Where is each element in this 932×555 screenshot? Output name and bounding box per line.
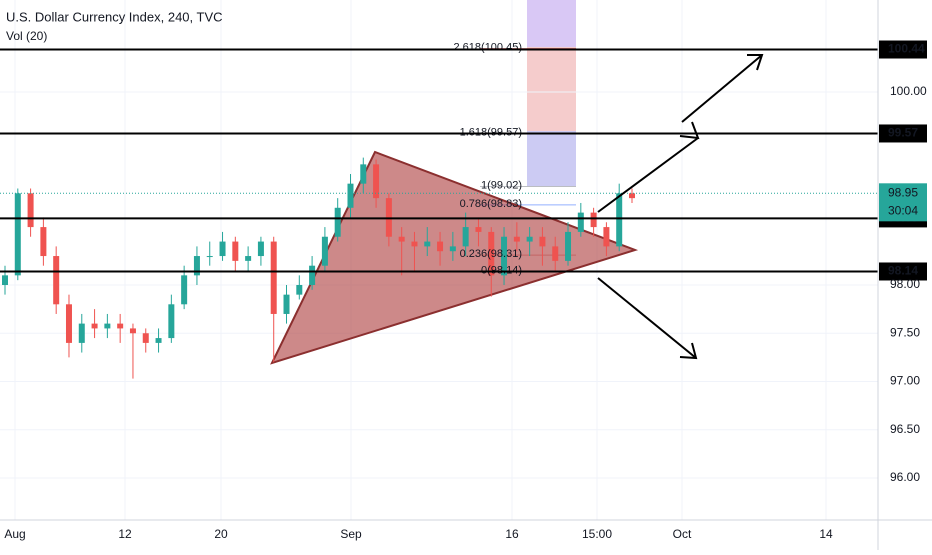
candle-body [449,246,456,252]
candle-body [14,193,21,276]
candle-body [206,256,213,258]
price-tag-label: 99.57 [888,126,918,140]
x-tick-label: 15:00 [582,527,612,541]
candle-body [526,236,533,242]
price-tag [879,124,927,143]
fib-label: 1(99.02) [481,179,522,191]
arrow-head [747,54,764,71]
candle-body [565,231,572,261]
candle-body [373,164,380,199]
y-tick-label: 97.00 [890,374,920,388]
price-tag-label: 98.14 [888,264,918,278]
candle-body [78,323,85,343]
candle-body [488,231,495,276]
candle-body [219,241,226,257]
candle-body [590,212,597,228]
candle-body [283,294,290,314]
price-tag [879,262,927,281]
fib-label: 2.618(100.45) [454,41,523,53]
x-tick-label: 16 [505,527,519,541]
candle-body [181,275,188,305]
candle-body [309,265,316,285]
candle-body [193,256,200,276]
candle-body [577,212,584,232]
y-tick-label: 100.00 [890,84,927,98]
price-tag [879,40,927,59]
arrow [597,137,699,213]
candle-body [104,323,111,329]
price-tag-label: 98.95 [888,185,918,199]
candle-body [539,236,546,247]
candle-body [462,227,469,247]
candle-body [129,328,136,334]
x-tick-label: 20 [214,527,228,541]
arrow-head [679,121,700,140]
countdown-label: 30:04 [888,203,918,217]
candle-body [629,193,635,199]
y-tick-label: 96.00 [890,470,920,484]
candle-body [616,193,623,247]
subtitle: Vol (20) [6,29,47,43]
candle-body [117,323,124,329]
candle-body [142,333,149,343]
candle-body [245,256,252,261]
x-tick-label: Aug [4,527,25,541]
price-tag-label: 100.44 [888,42,925,56]
candle-body [91,323,98,329]
chart-title: U.S. Dollar Currency Index, 240, TVC [6,9,223,24]
candle-body [347,183,354,208]
candle-body [360,164,367,184]
candle-body [270,241,277,314]
candle-body [232,241,239,261]
candle-body [334,207,341,237]
x-tick-label: Sep [340,527,362,541]
arrow [681,54,763,123]
fib-label: 1.618(99.57) [460,126,522,138]
x-tick-label: 14 [819,527,833,541]
candle-body [603,227,610,247]
candle-body [321,236,328,266]
fib-label: 0.786(98.83) [460,198,522,210]
candle-body [257,241,264,257]
candle-body [437,241,444,252]
y-tick-label: 96.50 [890,422,920,436]
arrow [597,277,697,359]
candle-body [411,241,418,247]
candle-body [40,227,47,257]
y-tick-label: 98.00 [890,277,920,291]
candle-body [552,246,559,261]
candle-body [475,227,482,232]
y-tick-label: 97.50 [890,325,920,339]
candle-body [27,193,34,228]
x-tick-label: 12 [118,527,132,541]
fib-zone [527,47,576,131]
fib-zone [527,131,576,186]
candle-body [53,256,60,305]
candle-body [296,284,303,295]
candle-body [155,338,162,343]
candle-body [513,236,520,242]
candle-body [398,236,405,242]
candle-body [2,275,8,285]
fib-zone [527,0,576,47]
candle-body [424,241,431,247]
candle-body [168,304,175,339]
fib-label: 0(98.14) [481,264,522,276]
arrows [597,54,764,360]
candle-body [65,304,72,343]
candle-body [501,236,508,276]
price-tag [879,183,927,222]
arrow-head [679,342,698,360]
x-tick-label: Oct [673,527,692,541]
fib-label: 0.236(98.31) [460,248,522,260]
